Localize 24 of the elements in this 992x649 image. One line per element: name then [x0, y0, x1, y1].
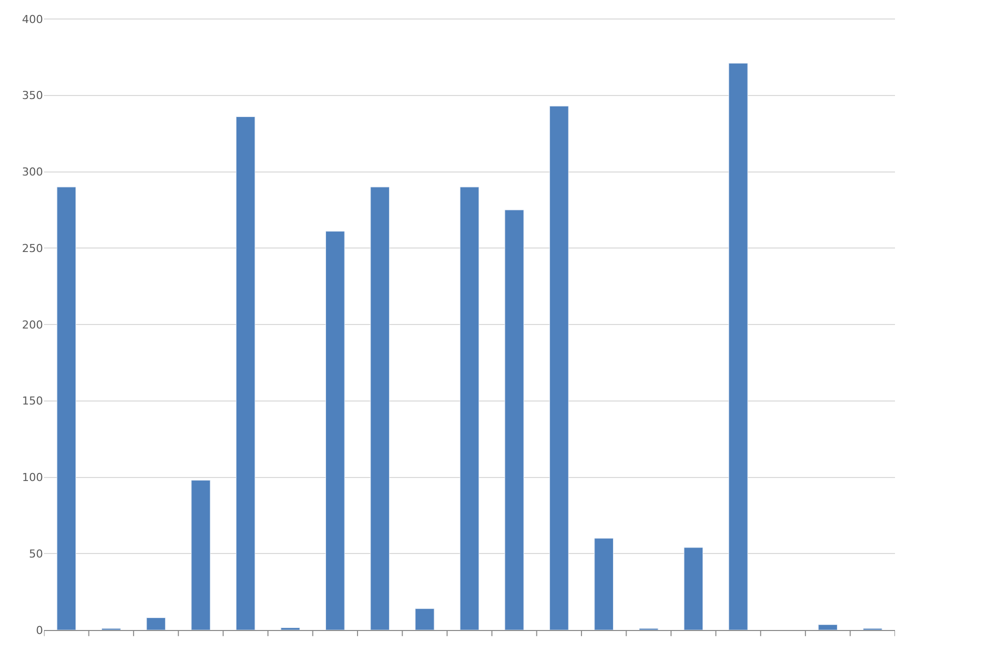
bar	[325, 231, 345, 630]
y-tick-label: 400	[22, 12, 43, 26]
bar	[415, 608, 434, 630]
bar	[684, 547, 704, 630]
y-tick-label: 100	[22, 471, 43, 484]
bar	[280, 627, 300, 630]
bar	[594, 538, 614, 630]
bar	[549, 106, 569, 630]
bar	[728, 63, 748, 630]
y-tick-label: 150	[22, 394, 43, 408]
bar	[818, 624, 838, 630]
bar	[370, 186, 390, 630]
y-tick-label: 300	[22, 166, 43, 179]
bar	[460, 186, 480, 630]
bar	[146, 618, 166, 630]
bar	[504, 210, 524, 630]
y-tick-label: 200	[22, 318, 43, 332]
y-tick-label: 250	[22, 242, 43, 255]
bar	[191, 480, 210, 630]
bar	[236, 116, 256, 630]
bar	[56, 186, 76, 630]
y-tick-label: 0	[36, 624, 43, 637]
y-tick-label: 50	[29, 547, 43, 560]
y-tick-label: 350	[22, 89, 43, 102]
